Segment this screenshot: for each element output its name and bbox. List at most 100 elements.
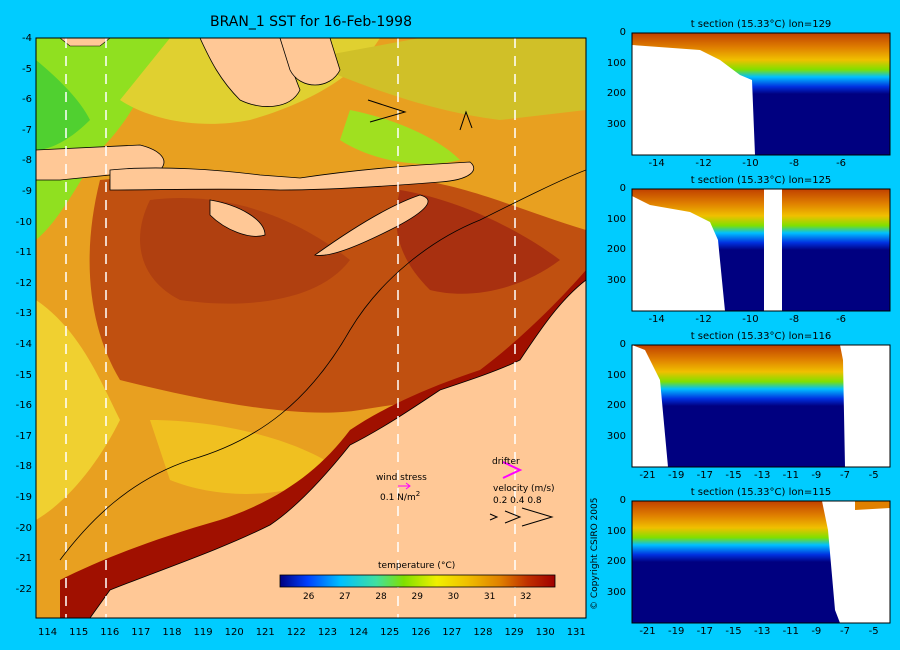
wind-stress-value: 0.1 N/m2: [380, 490, 421, 503]
lat-tick-label: -15: [15, 369, 32, 381]
lon-tick-label: 117: [131, 627, 151, 638]
section-lat-tick: -19: [668, 626, 685, 637]
lon-tick-label: 127: [442, 627, 462, 638]
lat-tick-label: -9: [22, 186, 32, 197]
section-depth-tick: 300: [606, 586, 626, 598]
section-title: t section (15.33°C) lon=116: [690, 331, 832, 342]
lon-tick-label: 115: [69, 627, 89, 638]
section-lat-tick: -15: [725, 470, 742, 481]
section-depth-tick: 0: [619, 339, 626, 350]
section-lat-tick: -9: [811, 626, 822, 637]
section-depth-tick: 200: [606, 244, 626, 255]
section-depth-tick: 200: [606, 88, 626, 99]
section-lat-tick: -17: [696, 626, 713, 637]
lon-tick-label: 118: [162, 627, 182, 638]
lat-tick-label: -7: [22, 124, 32, 136]
section-lat-tick: -8: [789, 158, 800, 169]
section-lat-tick: -6: [836, 158, 847, 169]
section-lat-tick: -13: [754, 470, 771, 481]
lat-tick-label: -6: [22, 94, 32, 106]
section-panel-3: [631, 500, 891, 624]
lat-tick-label: -16: [15, 400, 32, 412]
lon-tick-label: 119: [193, 627, 213, 638]
section-lat-tick: -7: [840, 626, 850, 637]
sumba-island: [209, 199, 266, 237]
colorbar-tick-label: 29: [411, 592, 423, 602]
lat-tick-label: -13: [15, 308, 32, 320]
colorbar-tick-label: 27: [339, 592, 351, 602]
colorbar: [279, 574, 556, 588]
section-depth-tick: 200: [606, 556, 626, 567]
section-depth-tick: 100: [606, 57, 626, 69]
section-depth-tick: 0: [619, 27, 626, 38]
lat-tick-label: -22: [15, 583, 32, 595]
section-lat-tick: -17: [696, 470, 713, 481]
colorbar-label: temperature (°C): [378, 561, 456, 571]
lat-tick-label: -10: [15, 216, 32, 228]
lat-tick-label: -19: [15, 492, 32, 503]
colorbar-tick-label: 30: [447, 592, 460, 602]
lat-tick-label: -18: [15, 461, 32, 473]
section-lat-tick: -11: [782, 470, 799, 481]
section-lat-tick: -9: [811, 470, 822, 481]
section-depth-tick: 0: [619, 495, 626, 506]
section-title: t section (15.33°C) lon=129: [690, 19, 832, 30]
australia-land: [89, 279, 586, 618]
section-lat-tick: -5: [868, 626, 879, 637]
section-lat-tick: -13: [754, 626, 771, 637]
section-lat-tick: -14: [648, 158, 665, 169]
section-lat-tick: -14: [648, 314, 665, 325]
section-lat-tick: -5: [868, 470, 879, 481]
section-depth-tick: 0: [619, 183, 626, 194]
lon-tick-label: 116: [100, 627, 120, 638]
section-depth-tick: 100: [606, 525, 626, 537]
copyright: © Copyright CSIRO 2005: [590, 497, 600, 610]
lat-tick-label: -11: [15, 247, 32, 259]
section-lat-tick: -12: [695, 158, 712, 169]
lon-tick-label: 120: [224, 627, 244, 638]
section-lat-tick: -19: [668, 470, 685, 481]
lon-tick-label: 123: [317, 627, 337, 638]
map-field: [36, 38, 586, 618]
section-depth-tick: 100: [606, 213, 626, 225]
section-lat-tick: -10: [742, 158, 759, 169]
lat-tick-label: -20: [15, 522, 32, 534]
lon-tick-label: 128: [473, 627, 493, 638]
section-panel-0: [631, 32, 891, 156]
colorbar-tick-label: 28: [375, 592, 387, 602]
lat-tick-label: -8: [22, 155, 32, 167]
section-lat-tick: -8: [789, 314, 800, 325]
section-panel-2: [631, 344, 891, 468]
section-depth-tick: 300: [606, 274, 626, 286]
section-lat-tick: -7: [840, 470, 850, 481]
section-panel-1: [631, 188, 891, 312]
drifter-icon: [502, 461, 523, 479]
lon-tick-label: 125: [380, 627, 400, 638]
section-lat-tick: -10: [742, 314, 759, 325]
lon-tick-label: 114: [38, 627, 58, 638]
velocity-label: velocity (m/s): [493, 484, 555, 494]
lon-tick-label: 129: [504, 627, 524, 638]
lon-tick-label: 121: [255, 627, 275, 638]
lesser-sunda-islands: [109, 161, 475, 191]
section-lat-tick: -12: [695, 314, 712, 325]
colorbar-tick-label: 26: [302, 592, 315, 602]
section-lat-tick: -15: [725, 626, 742, 637]
velocity-scale-arrows: [489, 507, 554, 527]
section-lat-tick: -21: [639, 470, 656, 481]
lat-tick-label: -12: [15, 277, 32, 289]
section-lat-tick: -11: [782, 626, 799, 637]
colorbar-tick-label: 31: [483, 592, 496, 602]
lon-tick-label: 126: [411, 627, 431, 638]
section-lat-tick: -21: [639, 626, 656, 637]
section-lat-tick: -6: [836, 314, 847, 325]
wind-stress-label: wind stress: [376, 473, 427, 483]
lat-tick-label: -17: [15, 430, 32, 442]
lon-tick-label: 131: [566, 627, 586, 638]
wind-stress-arrow-icon: [398, 482, 411, 490]
drifter-label: drifter: [492, 457, 520, 467]
lat-tick-label: -5: [22, 63, 32, 75]
lon-tick-label: 124: [349, 627, 369, 638]
lat-tick-label: -4: [22, 33, 32, 44]
